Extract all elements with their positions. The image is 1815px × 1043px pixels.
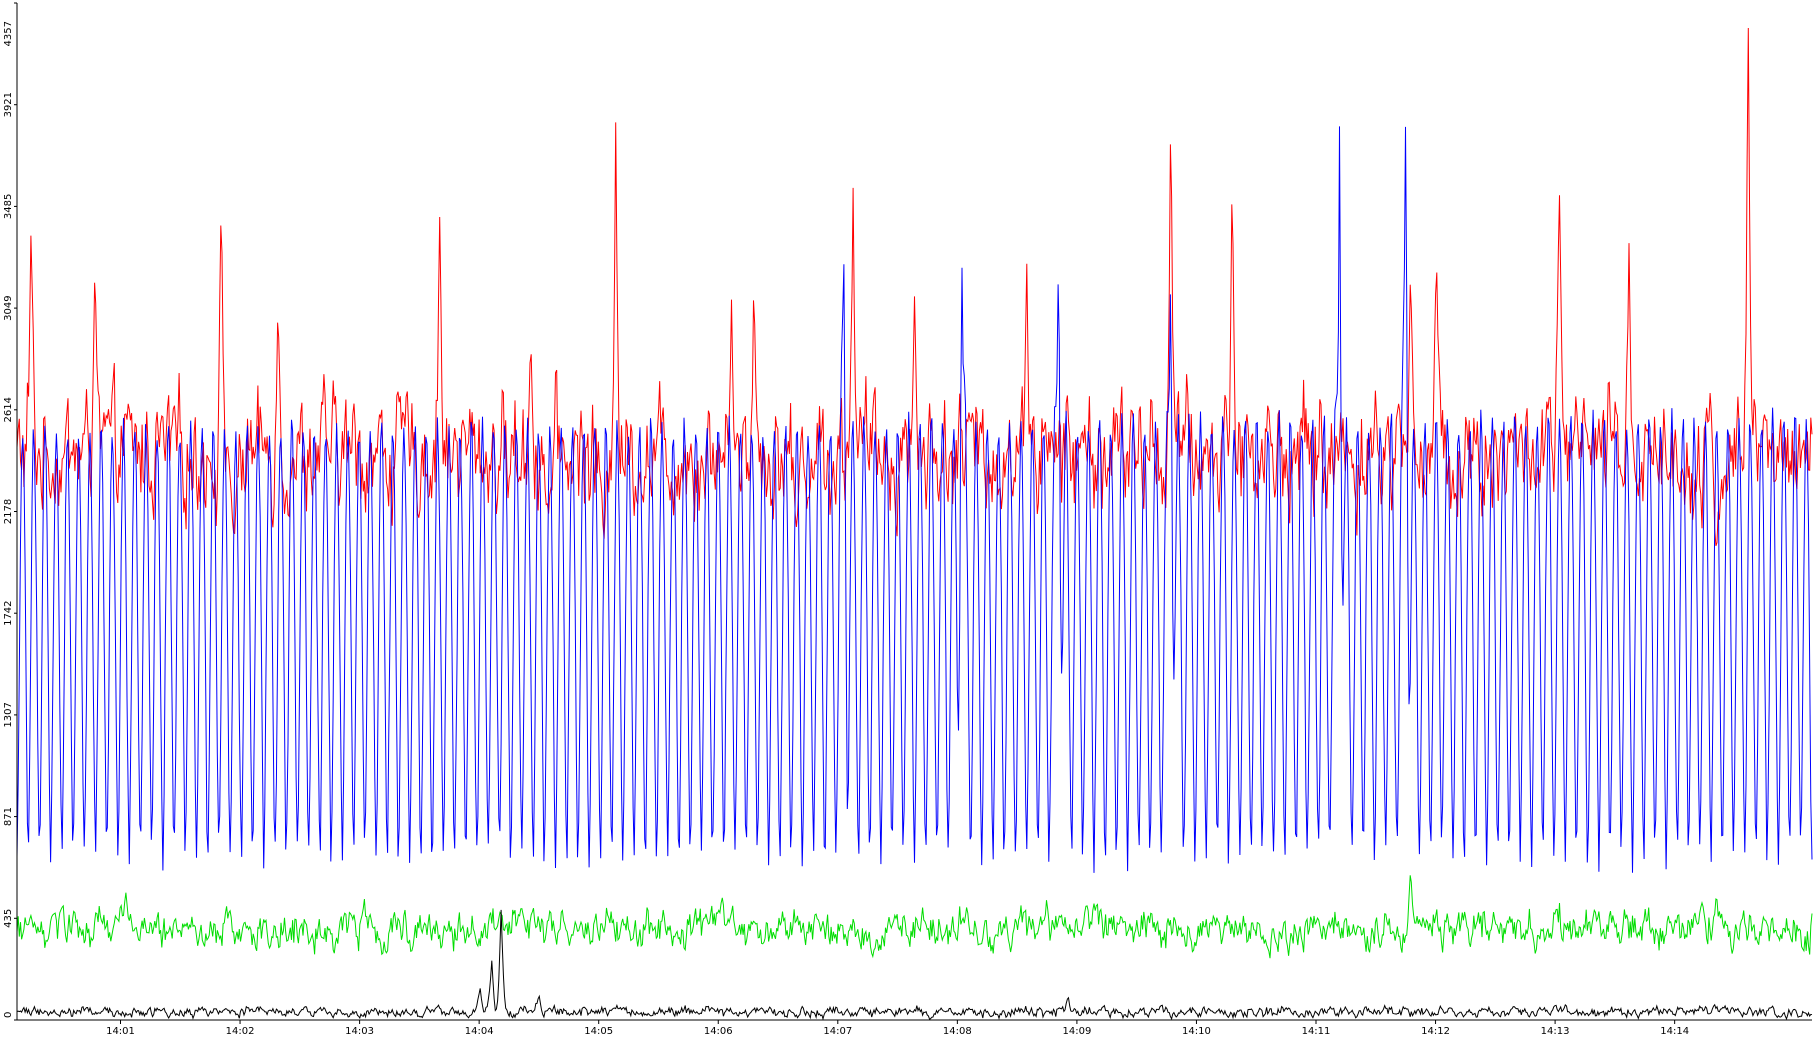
- y-tick-label: 1307: [3, 702, 14, 727]
- x-tick-label: 14:11: [1302, 1026, 1331, 1037]
- x-tick-label: 14:03: [345, 1026, 374, 1037]
- y-tick-label: 0: [3, 1012, 14, 1018]
- x-tick-label: 14:09: [1062, 1026, 1091, 1037]
- x-tick-label: 14:02: [226, 1026, 255, 1037]
- y-tick-label: 2614: [3, 397, 14, 422]
- y-tick-label: 3921: [3, 92, 14, 117]
- x-tick-label: 14:05: [584, 1026, 613, 1037]
- x-tick-label: 14:07: [823, 1026, 852, 1037]
- x-tick-label: 14:12: [1421, 1026, 1450, 1037]
- series-line-2: [16, 126, 1813, 873]
- y-tick-label: 3049: [3, 295, 14, 320]
- x-tick-label: 14:01: [106, 1026, 135, 1037]
- series-line-1: [16, 27, 1813, 546]
- series-layer: [16, 27, 1813, 1021]
- y-tick-label: 1742: [3, 600, 14, 625]
- axes: [16, 3, 1812, 1021]
- y-tick-label: 871: [3, 807, 14, 826]
- y-tick-label: 435: [3, 909, 14, 928]
- x-tick-label: 14:14: [1660, 1026, 1689, 1037]
- x-tick-label: 14:08: [943, 1026, 972, 1037]
- x-axis-ticks: 14:01 14:02 14:03 14:04 14:05 14:06 14:07 14:08…: [106, 1020, 1689, 1037]
- x-tick-label: 14:13: [1541, 1026, 1570, 1037]
- y-axis-ticks: 0 435 871 1307 1742 2178 2614 3049 3485 3921 4357: [3, 2, 17, 1021]
- y-tick-label: 3485: [3, 194, 14, 219]
- x-tick-label: 14:10: [1182, 1026, 1211, 1037]
- y-tick-label: 4357: [3, 21, 14, 46]
- y-tick-label: 2178: [3, 499, 14, 524]
- x-tick-label: 14:04: [465, 1026, 494, 1037]
- x-tick-label: 14:06: [704, 1026, 733, 1037]
- series-line-3: [16, 875, 1813, 959]
- series-line-4: [16, 909, 1813, 1021]
